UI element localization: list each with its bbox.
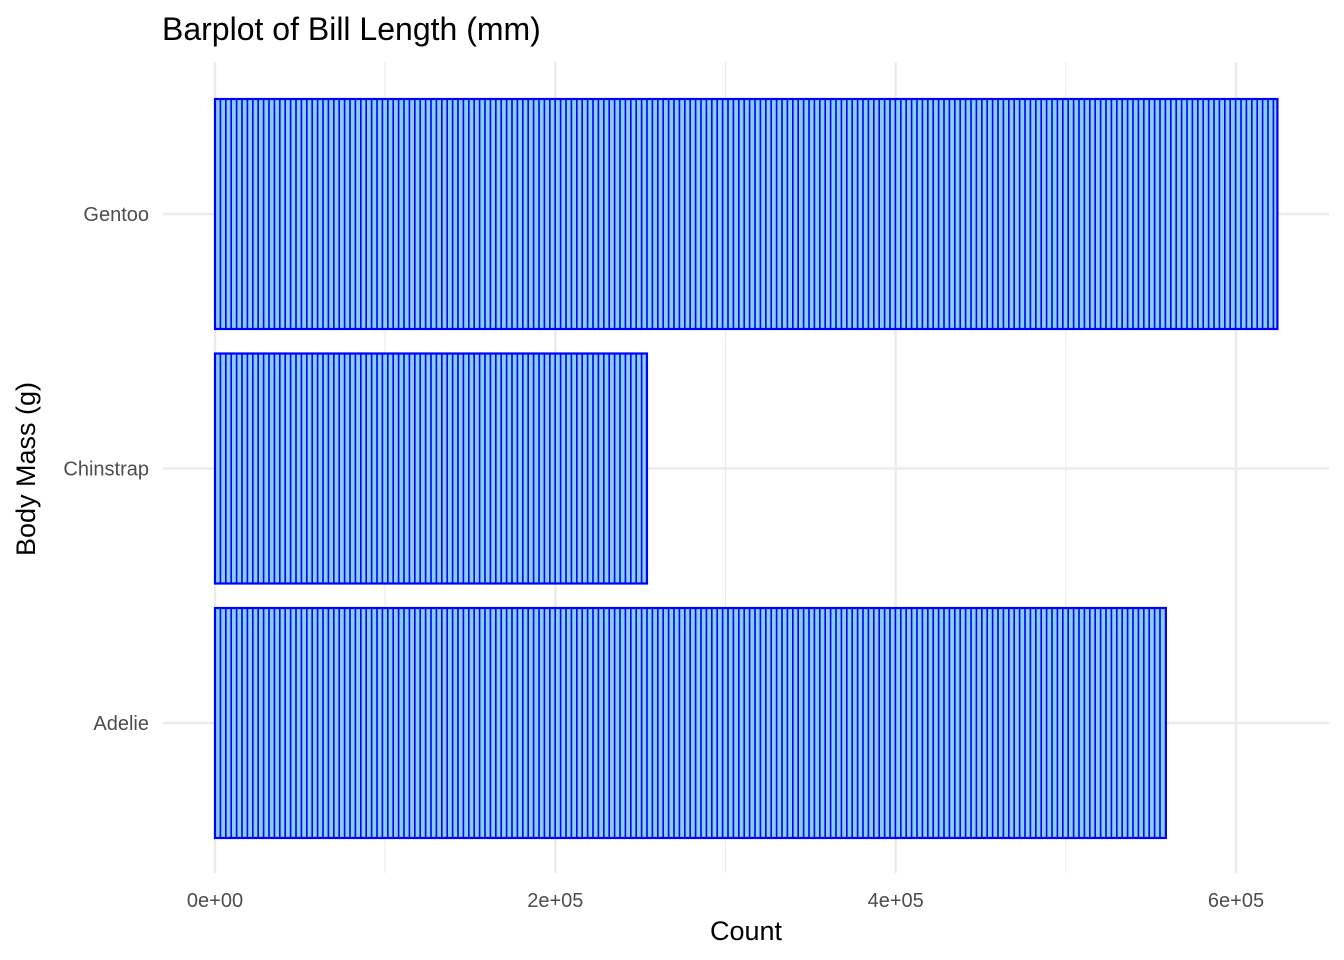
chart-title: Barplot of Bill Length (mm): [162, 11, 541, 47]
y-axis-ticks: Adelie Chinstrap Gentoo: [63, 204, 149, 735]
bar-outline: [213, 606, 1167, 840]
bar-gentoo: [213, 97, 1279, 331]
x-axis-ticks: 0e+00 2e+05 4e+05 6e+05: [187, 890, 1264, 912]
bar-outline: [213, 352, 649, 585]
x-tick-label: 6e+05: [1208, 890, 1264, 912]
bar-adelie: [213, 606, 1167, 840]
x-tick-label: 2e+05: [527, 890, 583, 912]
x-tick-label: 0e+00: [187, 890, 243, 912]
bars: [213, 97, 1279, 840]
bar-fill: [215, 99, 1278, 329]
x-axis-title: Count: [710, 916, 783, 946]
bar-outline: [213, 97, 1279, 331]
x-tick-label: 4e+05: [868, 890, 924, 912]
y-axis-title: Body Mass (g): [11, 382, 41, 556]
y-tick-label: Adelie: [93, 713, 149, 735]
y-tick-label: Gentoo: [83, 204, 149, 226]
bar-chinstrap: [213, 352, 649, 585]
y-tick-label: Chinstrap: [63, 459, 149, 481]
